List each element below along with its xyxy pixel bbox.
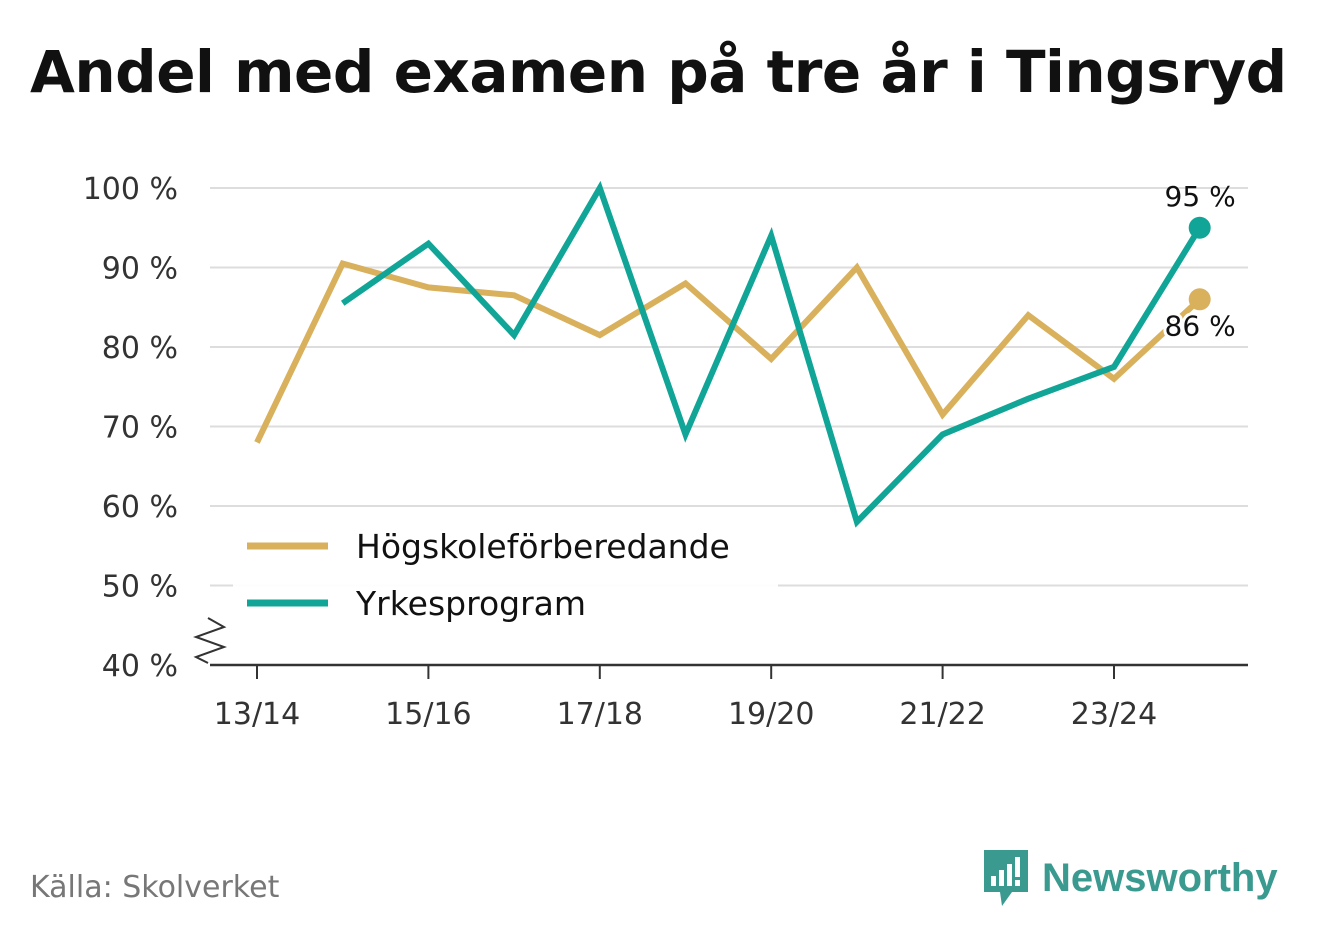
y-tick-label: 100 % — [83, 172, 178, 207]
y-tick-label: 80 % — [102, 331, 178, 366]
x-tick-label: 13/14 — [214, 697, 300, 732]
brand-name: Newsworthy — [1042, 855, 1278, 900]
newsworthy-icon — [984, 850, 1028, 906]
x-tick-label: 19/20 — [728, 697, 814, 732]
series-line — [254, 259, 1202, 444]
end-labels: 95 % 86 % — [1162, 180, 1239, 346]
series-lines — [254, 180, 1211, 528]
legend: Högskoleförberedande Yrkesprogram — [233, 525, 778, 637]
legend-label: Högskoleförberedande — [356, 527, 730, 566]
x-tick-label: 21/22 — [899, 697, 985, 732]
end-point — [1188, 288, 1211, 311]
y-tick-label: 40 % — [102, 649, 178, 684]
axis-break-icon — [193, 617, 227, 664]
end-label: 86 % — [1165, 309, 1236, 342]
chart-title: Andel med examen på tre år i Tingsryd — [30, 38, 1287, 106]
end-label: 95 % — [1165, 180, 1236, 213]
x-tick-label: 15/16 — [385, 697, 471, 732]
y-tick-label: 60 % — [102, 490, 178, 525]
y-tick-label: 90 % — [102, 252, 178, 287]
end-point — [1188, 216, 1211, 239]
x-axis: 13/14 15/16 17/18 19/20 21/22 23/24 — [193, 617, 1248, 732]
series-line — [340, 180, 1203, 528]
source-text: Källa: Skolverket — [30, 870, 280, 905]
y-tick-label: 50 % — [102, 570, 178, 605]
x-tick-label: 23/24 — [1071, 697, 1157, 732]
legend-label: Yrkesprogram — [355, 584, 586, 623]
x-tick-label: 17/18 — [557, 697, 643, 732]
y-axis-tick-labels: 40 % 50 % 60 % 70 % 80 % 90 % 100 % — [83, 172, 178, 684]
y-tick-label: 70 % — [102, 411, 178, 446]
newsworthy-logo: Newsworthy — [982, 848, 1278, 908]
